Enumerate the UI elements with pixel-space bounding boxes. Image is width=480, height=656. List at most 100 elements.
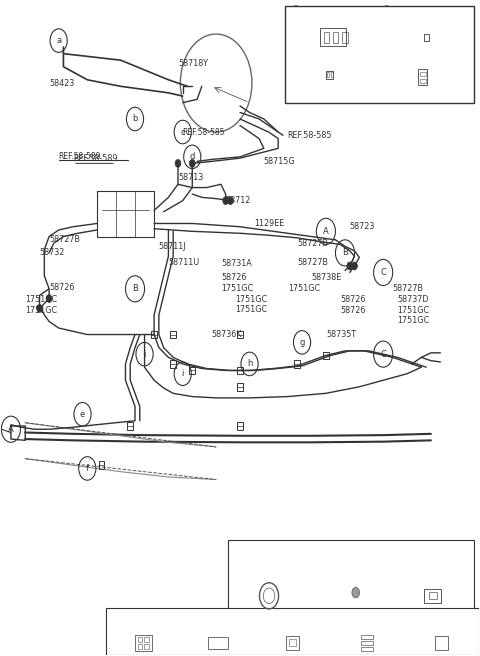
Circle shape [175,159,181,167]
Text: B: B [342,249,348,257]
Text: 1123GT: 1123GT [336,545,366,554]
Text: 58727B: 58727B [297,258,328,267]
Text: 58738E: 58738E [312,272,342,281]
Bar [237,383,243,391]
Text: h: h [350,617,355,622]
Text: 31358P: 31358P [434,617,458,622]
Text: 58727B: 58727B [393,284,424,293]
Bar [361,641,373,646]
Text: 58753D: 58753D [398,39,428,48]
Text: 1751GC: 1751GC [235,305,267,314]
Text: 58723: 58723 [350,222,375,232]
Text: 58758: 58758 [297,79,322,88]
Bar [327,72,329,77]
Text: h: h [247,359,252,369]
Text: f: f [203,617,205,622]
Text: 1129EE: 1129EE [254,219,285,228]
Bar [97,191,154,237]
Text: 58735T: 58735T [326,330,356,339]
Text: i: i [181,369,184,379]
Text: 58757C: 58757C [398,12,427,22]
Circle shape [46,295,52,302]
Bar [170,360,176,368]
Text: 31359B: 31359B [360,617,384,622]
Text: e: e [80,410,85,419]
Bar [418,69,427,85]
Bar [144,644,149,649]
Text: 58711J: 58711J [159,242,186,251]
Text: 1751GC: 1751GC [25,306,58,315]
Text: 58752G: 58752G [307,12,337,22]
Text: c: c [294,56,298,66]
Text: g: g [276,617,280,622]
Text: i: i [144,350,146,359]
Text: 58752H: 58752H [398,60,428,68]
Bar [138,637,142,642]
Bar [127,422,133,430]
Bar [434,636,448,650]
Text: 58731A: 58731A [221,260,252,268]
Circle shape [347,262,353,270]
Text: 58745: 58745 [288,617,307,622]
Bar [151,331,157,338]
Text: 58736K: 58736K [211,330,242,339]
Text: g: g [300,338,305,347]
Circle shape [223,197,228,205]
Bar [342,32,348,43]
Text: b: b [384,11,389,20]
Text: 1751GC: 1751GC [221,284,253,293]
Text: 58718Y: 58718Y [178,59,208,68]
Text: REF.58-585: REF.58-585 [288,131,332,140]
Bar [144,637,149,642]
Text: 58672: 58672 [257,545,281,554]
Text: 1751GC: 1751GC [397,316,430,325]
Text: e: e [127,617,131,622]
Text: 58732: 58732 [39,249,65,257]
Text: A: A [8,424,14,434]
Bar [361,647,373,651]
Bar [294,360,300,368]
Text: 58713: 58713 [178,173,203,182]
Text: REF.58-589: REF.58-589 [59,152,101,161]
Bar [138,644,142,649]
Text: 58726: 58726 [221,272,246,281]
Text: A: A [323,227,329,236]
Text: 58752: 58752 [421,545,445,554]
Bar [331,72,333,77]
Bar [361,635,373,640]
Text: a: a [293,11,298,20]
Bar [135,634,152,651]
Circle shape [36,304,42,312]
Text: f: f [86,464,89,473]
Bar [289,640,296,646]
Bar [423,33,429,41]
Text: REF.58-589: REF.58-589 [73,154,118,163]
Text: 58711U: 58711U [168,258,200,267]
Bar [228,541,474,628]
Text: 58726: 58726 [49,283,74,292]
Text: d: d [384,56,389,66]
Bar [424,589,442,603]
Circle shape [228,197,233,205]
Circle shape [352,262,358,270]
Bar [237,331,243,338]
Text: b: b [132,114,138,123]
Text: 58726: 58726 [340,295,366,304]
Bar [333,32,338,43]
Circle shape [190,159,195,167]
Bar [237,422,243,430]
Text: C: C [380,350,386,359]
Bar [323,352,329,359]
Text: 58727B: 58727B [49,236,80,244]
Text: 58753D: 58753D [289,60,319,68]
Bar [208,637,228,649]
Text: 58423: 58423 [49,79,74,87]
Bar [99,461,105,469]
Bar [237,367,243,375]
Text: REF.58-585: REF.58-585 [183,127,225,136]
Bar [190,367,195,375]
Text: 1751GC: 1751GC [25,295,58,304]
Bar [429,592,437,600]
Bar [420,72,426,76]
Bar [286,636,300,650]
